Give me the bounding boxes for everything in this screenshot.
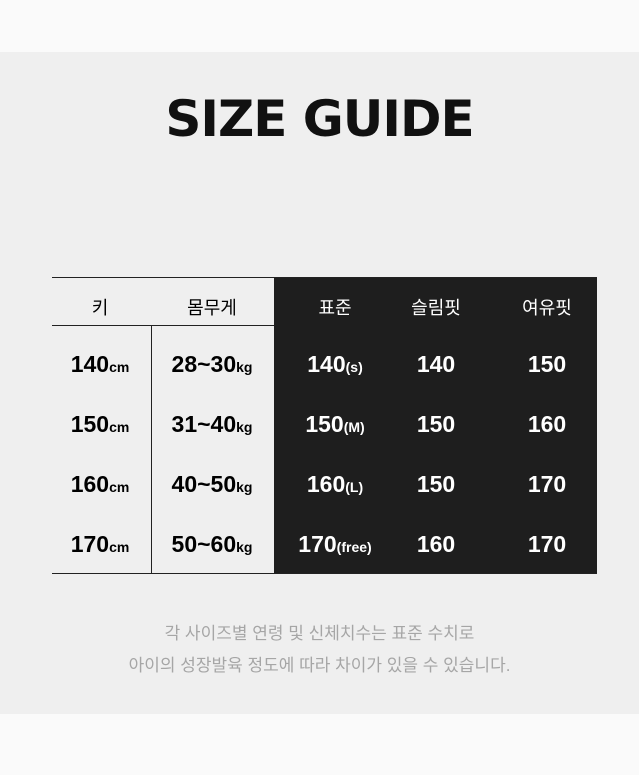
header-weight: 몸무게 [187, 298, 237, 318]
divider [151, 325, 152, 573]
cell-unit: kg [236, 479, 253, 495]
cell-unit: kg [236, 539, 253, 555]
cell-slim: 140 [417, 351, 455, 378]
cell-value: 150 [70, 411, 110, 437]
cell-slim: 160 [417, 531, 455, 558]
cell-loose: 170 [528, 471, 566, 498]
header-loose: 여유핏 [522, 298, 572, 318]
cell-value: 150 [305, 411, 344, 437]
cell-loose: 150 [528, 351, 566, 378]
cell-standard: 140(s) [307, 351, 363, 378]
highlight-block [274, 278, 597, 573]
cell-value: 170 [298, 531, 337, 557]
cell-weight: 50~60kg [172, 531, 253, 558]
cell-value: 40~50 [171, 471, 237, 497]
cell-unit: (free) [336, 539, 372, 555]
cell-value: 160 [527, 411, 567, 437]
cell-height: 170cm [71, 531, 130, 558]
cell-value: 150 [416, 411, 456, 437]
cell-value: 140 [70, 351, 110, 377]
cell-slim: 150 [417, 411, 455, 438]
cell-value: 170 [527, 531, 567, 557]
cell-value: 150 [416, 471, 456, 497]
cell-unit: kg [236, 359, 253, 375]
cell-value: 31~40 [171, 411, 237, 437]
cell-value: 160 [416, 531, 456, 557]
cell-loose: 170 [528, 531, 566, 558]
cell-value: 150 [527, 351, 567, 377]
cell-standard: 160(L) [307, 471, 363, 498]
cell-value: 170 [527, 471, 567, 497]
cell-unit: (M) [343, 419, 365, 435]
cell-value: 160 [70, 471, 110, 497]
cell-unit: cm [109, 359, 130, 375]
header-height: 키 [91, 298, 109, 318]
cell-standard: 170(free) [298, 531, 371, 558]
cell-weight: 28~30kg [172, 351, 253, 378]
cell-value: 140 [416, 351, 456, 377]
cell-slim: 150 [417, 471, 455, 498]
page-title: SIZE GUIDE [165, 90, 474, 148]
cell-weight: 40~50kg [172, 471, 253, 498]
cell-value: 50~60 [171, 531, 237, 557]
cell-value: 170 [70, 531, 110, 557]
cell-value: 160 [306, 471, 346, 497]
cell-loose: 160 [528, 411, 566, 438]
divider [52, 325, 274, 326]
header-slim: 슬림핏 [411, 298, 461, 318]
cell-standard: 150(M) [305, 411, 364, 438]
cell-height: 140cm [71, 351, 130, 378]
note-line: 각 사이즈별 연령 및 신체치수는 표준 수치로 [164, 624, 475, 643]
cell-unit: cm [109, 539, 130, 555]
cell-unit: cm [109, 419, 130, 435]
cell-unit: (s) [345, 359, 363, 375]
cell-height: 150cm [71, 411, 130, 438]
cell-value: 28~30 [171, 351, 237, 377]
cell-unit: cm [109, 479, 130, 495]
header-standard: 표준 [318, 298, 352, 318]
cell-unit: (L) [345, 479, 364, 495]
cell-unit: kg [236, 419, 253, 435]
cell-value: 140 [307, 351, 346, 377]
cell-weight: 31~40kg [172, 411, 253, 438]
size-table: 키 몸무게 표준 슬림핏 여유핏 140cm 28~30kg 140(s) 140 15… [52, 277, 597, 574]
cell-height: 160cm [71, 471, 130, 498]
note-line: 아이의 성장발육 정도에 따라 차이가 있을 수 있습니다. [128, 656, 511, 675]
